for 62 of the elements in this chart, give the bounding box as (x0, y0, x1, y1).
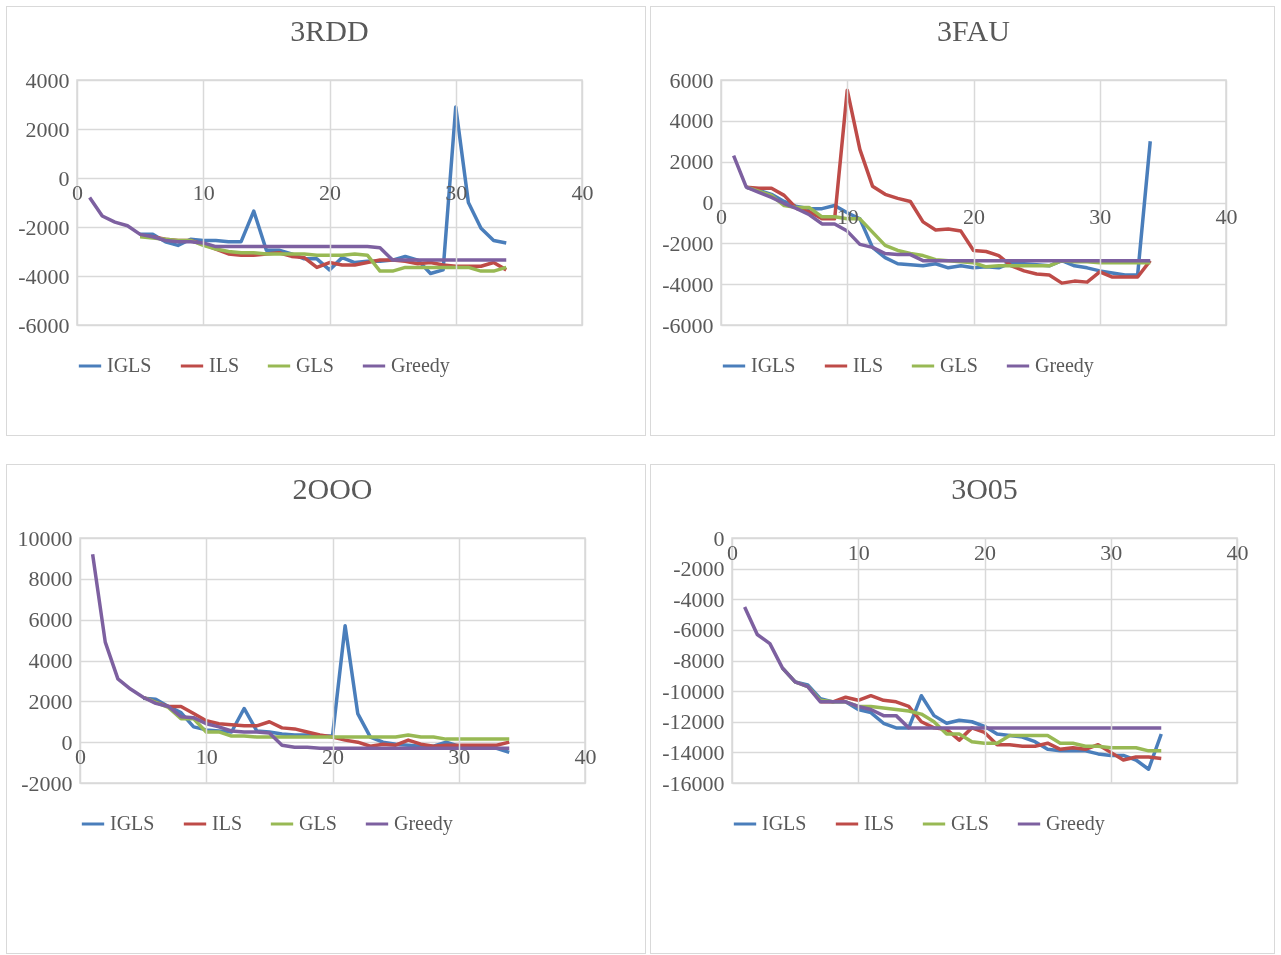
y-tick-label: 4000 (25, 67, 70, 93)
y-tick-label: -10000 (662, 678, 725, 704)
legend-label: Greedy (391, 354, 450, 377)
line-series (90, 552, 511, 751)
chart-title: 3FAU (937, 14, 1011, 47)
legend-label: ILS (212, 812, 242, 834)
y-tick-label: -2000 (21, 770, 73, 796)
y-tick-label: -6000 (662, 312, 714, 338)
x-tick-label: 30 (448, 743, 471, 769)
legend-label: IGLS (751, 354, 796, 376)
legend-label: IGLS (107, 354, 152, 376)
x-tick-label: 20 (322, 743, 344, 769)
x-tick-label: 20 (319, 179, 341, 205)
legend-label: IGLS (762, 812, 807, 834)
y-tick-label: 2000 (28, 688, 73, 714)
x-tick-label: 40 (1215, 204, 1238, 229)
x-tick-label: 40 (1226, 539, 1249, 565)
legend-label: Greedy (394, 812, 453, 835)
y-tick-label: 4000 (28, 648, 73, 673)
chart-title: 3O05 (951, 472, 1018, 505)
y-tick-label: -4000 (662, 271, 714, 297)
x-tick-label: 30 (1089, 204, 1112, 229)
legend-label: ILS (209, 354, 239, 376)
y-tick-label: -6000 (18, 312, 70, 338)
legend-label: ILS (853, 354, 883, 376)
y-tick-label: 6000 (669, 67, 714, 93)
y-tick-label: -4000 (18, 263, 70, 289)
y-tick-label: -6000 (673, 617, 725, 643)
y-tick-label: -2000 (18, 214, 70, 240)
y-tick-label: -12000 (662, 709, 725, 735)
x-tick-label: 10 (195, 743, 218, 769)
legend-label: GLS (296, 354, 334, 376)
x-tick-label: 20 (963, 204, 985, 229)
y-tick-label: 4000 (669, 108, 714, 134)
y-tick-label: -14000 (662, 739, 725, 765)
y-tick-label: -16000 (662, 770, 725, 796)
y-tick-label: -8000 (673, 648, 725, 673)
legend-label: GLS (951, 812, 989, 834)
y-tick-label: 8000 (28, 566, 73, 592)
y-tick-label: -4000 (673, 586, 725, 612)
y-tick-label: 2000 (669, 149, 714, 175)
x-tick-label: 10 (192, 179, 215, 205)
y-tick-label: 2000 (25, 116, 70, 142)
legend-label: Greedy (1035, 354, 1094, 377)
chart-title: 3RDD (290, 14, 369, 47)
legend-label: Greedy (1046, 812, 1105, 835)
y-tick-label: -2000 (662, 230, 714, 256)
legend-label: GLS (940, 354, 978, 376)
line-series (731, 153, 1152, 263)
y-tick-label: -2000 (673, 556, 725, 582)
legend-label: GLS (299, 812, 337, 834)
line-series (742, 605, 1163, 730)
legend-label: IGLS (110, 812, 155, 834)
x-tick-label: 30 (1100, 539, 1123, 565)
y-tick-label: 6000 (28, 607, 73, 633)
y-tick-label: 10000 (17, 525, 73, 551)
x-tick-label: 40 (571, 179, 594, 205)
legend-label: ILS (864, 812, 894, 834)
x-tick-label: 40 (574, 743, 597, 769)
x-tick-label: 20 (974, 539, 996, 565)
chart-title: 2OOO (292, 472, 373, 505)
x-tick-label: 10 (847, 539, 870, 565)
